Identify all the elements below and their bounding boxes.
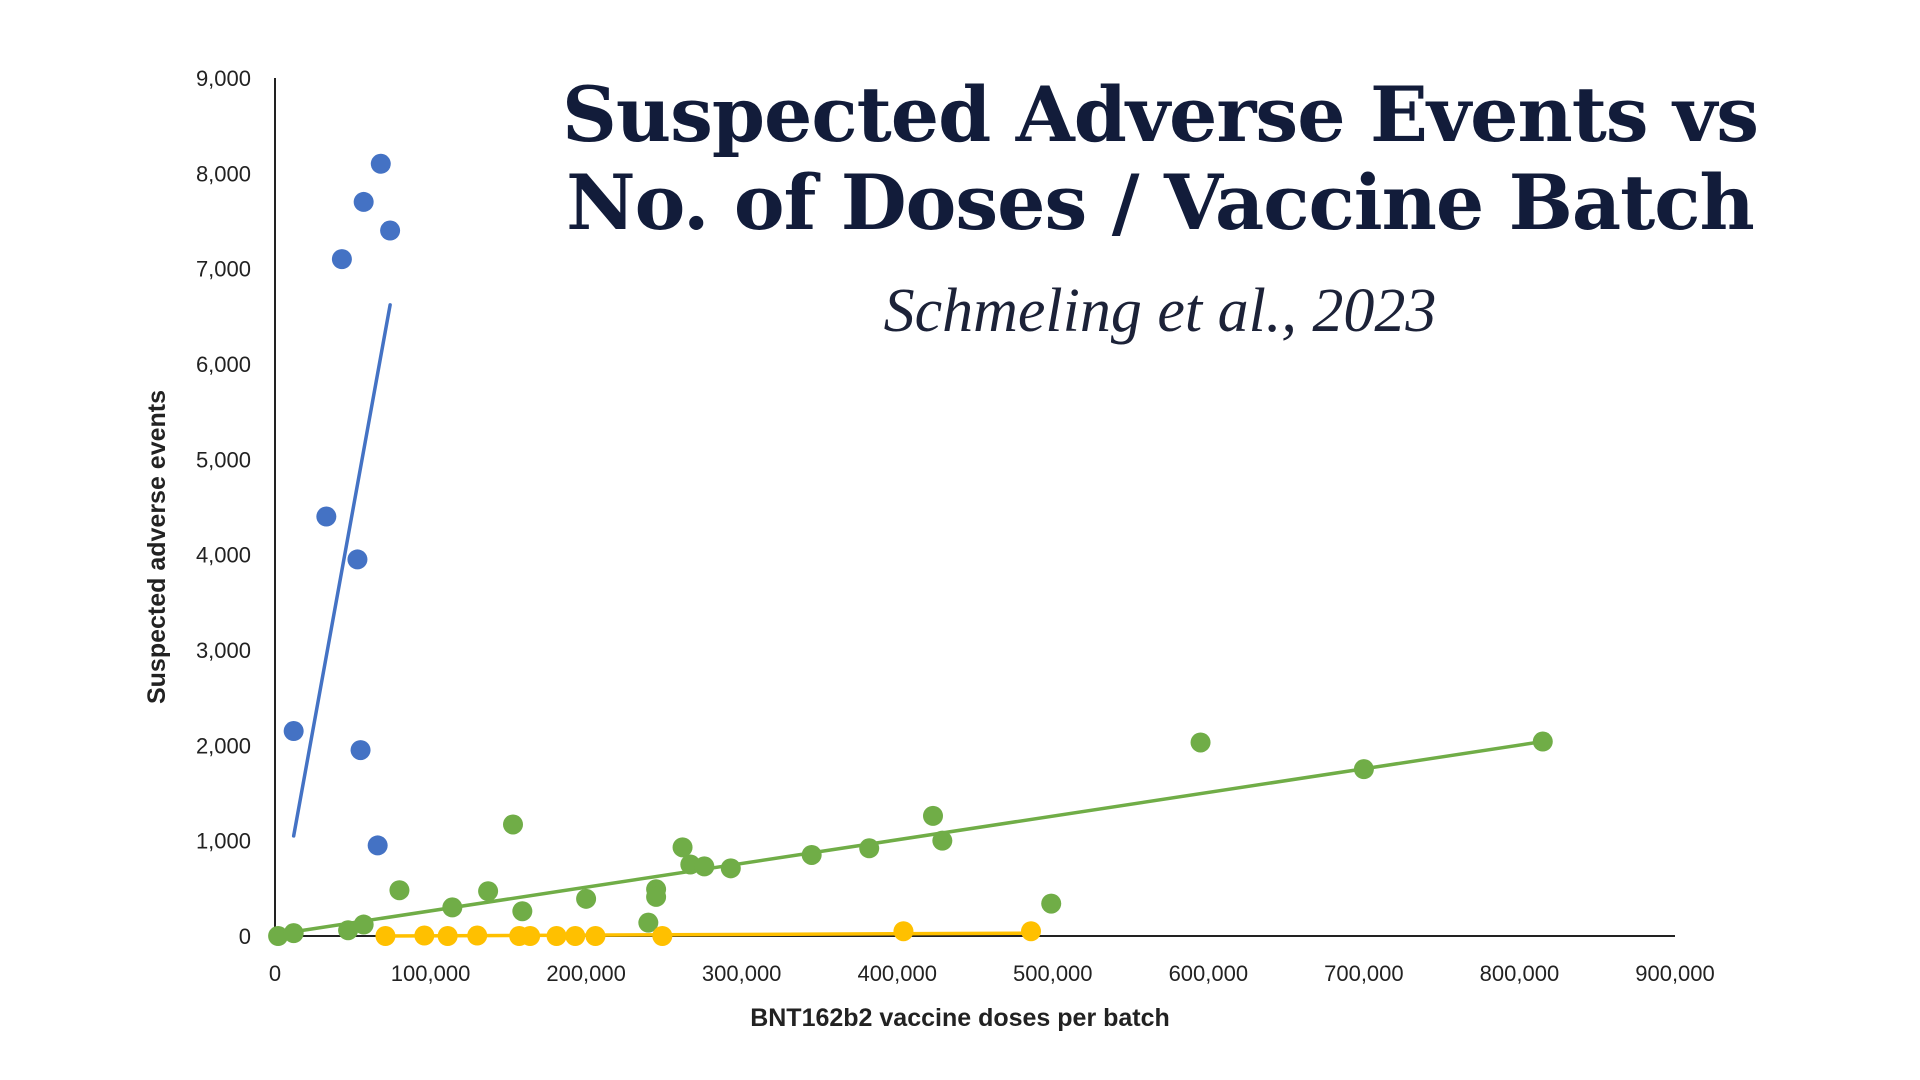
data-point-series-2	[442, 897, 463, 918]
data-point-series-1	[331, 249, 352, 270]
data-point-series-3	[375, 926, 396, 946]
chart-subtitle-citation: Schmeling et al., 2023	[883, 277, 1437, 345]
chart-title-line-1: Suspected Adverse Events vs	[561, 70, 1759, 159]
trendline-series-3	[383, 931, 1033, 938]
y-tick-label: 4,000	[196, 543, 251, 568]
y-tick-label: 2,000	[196, 733, 251, 758]
data-point-series-2	[1532, 731, 1553, 752]
y-tick-label: 1,000	[196, 829, 251, 854]
data-point-series-2	[672, 837, 693, 858]
data-point-series-2	[694, 856, 715, 877]
y-tick-label: 6,000	[196, 352, 251, 377]
tick-labels: 0 100,000 200,000 300,000 400,000 500,000 600,…	[196, 66, 1715, 986]
data-point-series-3	[437, 926, 458, 946]
data-point-series-2	[801, 844, 822, 865]
x-tick-label: 800,000	[1480, 961, 1560, 986]
data-point-series-1	[367, 835, 388, 856]
data-point-series-3	[414, 925, 435, 946]
x-tick-label: 700,000	[1324, 961, 1404, 986]
y-tick-label: 9,000	[196, 66, 251, 91]
data-point-series-2	[268, 926, 289, 946]
x-tick-label: 200,000	[546, 961, 626, 986]
x-axis-title: BNT162b2 vaccine doses per batch	[750, 1004, 1170, 1032]
data-points	[268, 153, 1553, 946]
data-point-series-1	[316, 506, 337, 527]
data-point-series-2	[283, 923, 304, 944]
data-point-series-3	[893, 921, 914, 942]
data-point-series-2	[512, 901, 533, 922]
data-point-series-3	[520, 926, 541, 946]
data-point-series-2	[1041, 893, 1062, 914]
trendlines	[276, 303, 1545, 938]
data-point-series-3	[652, 926, 673, 946]
x-tick-label: 600,000	[1169, 961, 1249, 986]
data-point-series-2	[503, 814, 523, 835]
data-point-series-1	[370, 153, 391, 174]
y-tick-label: 8,000	[196, 161, 251, 186]
data-point-series-1	[347, 549, 368, 570]
data-point-series-1	[380, 220, 401, 241]
data-point-series-3	[467, 925, 488, 946]
trendline-series-1	[291, 303, 392, 838]
data-point-series-2	[576, 888, 597, 909]
x-tick-label: 0	[269, 961, 281, 986]
y-tick-label: 3,000	[196, 638, 251, 663]
data-point-series-2	[932, 830, 953, 851]
data-point-series-2	[923, 805, 943, 826]
data-point-series-3	[565, 926, 586, 946]
data-point-series-1	[353, 191, 374, 212]
data-point-series-2	[389, 880, 410, 901]
data-point-series-3	[585, 926, 606, 946]
data-point-series-2	[478, 881, 499, 902]
y-tick-label: 7,000	[196, 257, 251, 282]
data-point-series-3	[546, 926, 567, 946]
x-tick-label: 100,000	[391, 961, 471, 986]
data-point-series-2	[646, 886, 667, 907]
data-point-series-2	[1353, 759, 1374, 780]
y-axis-title: Suspected adverse events	[143, 390, 171, 704]
x-tick-label: 400,000	[857, 961, 937, 986]
trendline-series-2	[276, 739, 1545, 936]
y-tick-label: 0	[239, 924, 251, 949]
x-tick-label: 500,000	[1013, 961, 1093, 986]
x-tick-label: 900,000	[1635, 961, 1715, 986]
x-tick-label: 300,000	[702, 961, 782, 986]
data-point-series-2	[353, 914, 374, 935]
y-tick-label: 5,000	[196, 447, 251, 472]
data-point-series-2	[638, 912, 659, 933]
data-point-series-2	[1190, 732, 1211, 753]
data-point-series-2	[859, 838, 880, 859]
data-point-series-3	[1021, 921, 1041, 942]
data-point-series-2	[338, 920, 359, 941]
data-point-series-1	[283, 721, 304, 742]
data-point-series-1	[350, 740, 371, 761]
data-point-series-2	[720, 858, 741, 879]
chart-title-line-2: No. of Doses / Vaccine Batch	[566, 158, 1755, 247]
